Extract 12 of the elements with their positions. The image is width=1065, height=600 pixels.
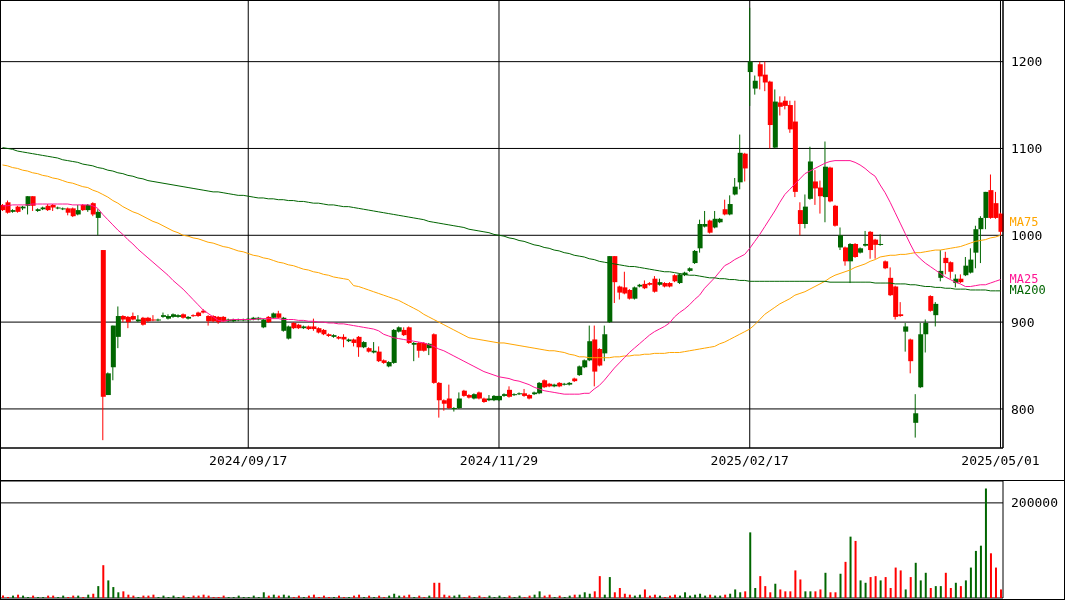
- series-label: MA200: [1009, 283, 1046, 298]
- y-tick-label: 900: [1011, 314, 1035, 330]
- y-tick-label: 1200: [1011, 54, 1043, 70]
- x-tick-label: 2024/11/29: [459, 453, 539, 469]
- x-tick-label: 2025/05/01: [961, 453, 1040, 469]
- x-tick-label: 2025/02/17: [710, 453, 789, 469]
- y-tick-label: 1000: [1011, 227, 1043, 243]
- y-tick-label: 1100: [1011, 141, 1043, 157]
- x-tick-label: 2024/09/17: [209, 453, 288, 469]
- y-tick-label: 200000: [1011, 495, 1058, 511]
- y-tick-label: 800: [1011, 401, 1035, 417]
- series-label: MA75: [1009, 214, 1039, 229]
